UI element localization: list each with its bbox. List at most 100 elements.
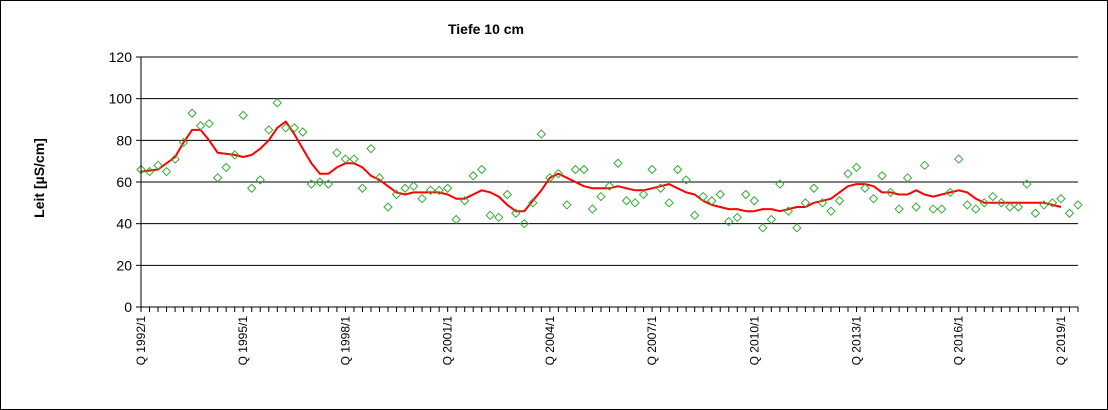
data-point [349,154,359,164]
data-point [494,212,504,223]
chart-title: Tiefe 10 cm [448,21,524,37]
data-point [264,125,274,135]
data-point [877,171,887,181]
data-point [383,202,393,212]
data-point [732,212,742,223]
data-point [255,175,265,185]
data-point [809,183,819,193]
data-point [161,166,172,177]
y-tick-label: 100 [109,91,133,107]
y-tick-label: 0 [124,299,132,315]
data-point [374,173,385,183]
data-point [1022,179,1032,189]
y-axis-label: Leit [µS/cm] [31,138,47,218]
data-point [229,150,240,160]
data-point [434,185,444,196]
data-point [1047,198,1058,208]
data-point [502,189,512,200]
data-point [647,164,657,175]
data-point [902,173,913,183]
data-point [204,118,214,129]
x-tick-label: Q 2004/1 [543,316,557,366]
y-tick-label: 20 [116,257,132,273]
data-point [545,173,555,183]
data-point [928,204,938,214]
data-point [630,198,640,208]
data-point [281,123,291,133]
data-point [689,210,700,221]
data-point [843,168,853,179]
data-point [792,223,802,233]
data-point [638,189,649,200]
data-point [996,198,1007,208]
data-point [187,108,197,118]
data-point [408,181,419,191]
x-tick-label: Q 2019/1 [1054,316,1068,366]
data-point [817,198,828,208]
data-point [741,189,751,200]
data-point [366,143,376,154]
data-point [851,162,862,173]
data-point [153,160,163,171]
data-point [425,185,436,196]
data-point [340,154,351,164]
data-point [391,189,402,200]
data-point [442,183,453,193]
data-point [212,173,223,183]
data-point [195,121,206,131]
data-point [698,191,708,202]
data-point [1056,193,1066,204]
data-point [451,214,461,225]
data-point [919,160,930,171]
data-point [988,191,998,202]
data-point [715,189,725,200]
data-point [459,196,470,206]
data-point [707,196,717,206]
data-point [954,154,964,164]
data-point [860,183,870,193]
data-point [655,183,666,193]
x-tick-label: Q 2010/1 [747,316,761,366]
data-point [272,98,282,108]
data-point [937,204,947,214]
data-point [485,210,495,221]
data-point [800,198,811,208]
data-point [298,127,308,137]
data-point [1039,200,1049,210]
data-point [247,183,257,193]
data-point [979,198,990,208]
data-point [519,218,530,229]
trend-line [140,120,1062,213]
data-point [417,193,427,204]
data-point [894,204,904,214]
data-point [570,164,581,175]
data-point [1013,202,1024,212]
x-tick-label: Q 2013/1 [850,316,864,366]
data-point [834,196,845,206]
data-point [826,206,836,216]
data-point [357,183,368,193]
data-point [315,177,325,187]
x-tick-label: Q 1992/1 [134,316,148,366]
data-point [664,198,674,208]
data-point [144,166,155,177]
data-point [170,154,180,164]
x-tick-label: Q 2007/1 [645,316,659,366]
data-point [596,191,606,202]
data-point [178,137,189,148]
series-line-group [140,120,1062,213]
data-point [579,164,589,175]
data-point [528,198,538,208]
data-point [289,123,300,133]
y-tick-label: 60 [116,174,132,190]
data-point [681,175,691,185]
data-point [945,187,955,198]
x-axis-ticks: Q 1992/1 Q 1995/1 Q 1998/1 Q 2001/1 Q 2004/1… [134,307,1079,366]
series-markers-group [136,98,1083,233]
y-tick-label: 80 [116,132,132,148]
data-point [604,181,615,191]
data-point [672,164,683,175]
data-point [400,183,410,193]
y-tick-label: 120 [109,49,133,65]
